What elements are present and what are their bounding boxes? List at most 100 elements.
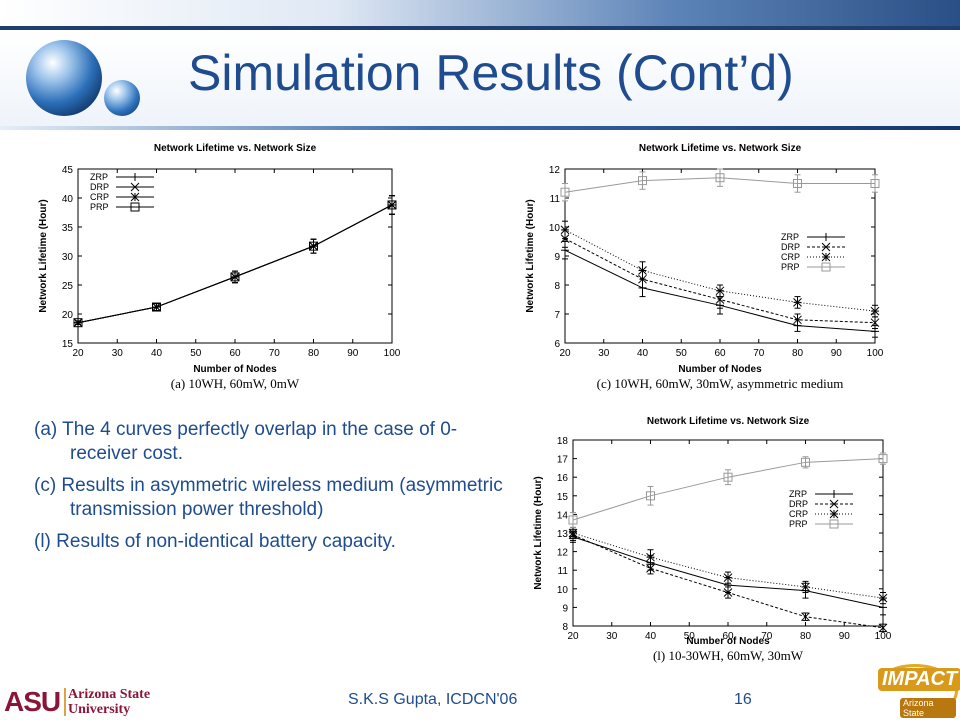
y-tick-label: 17 xyxy=(557,455,569,466)
legend-marker xyxy=(822,233,830,241)
x-tick-label: 30 xyxy=(598,348,610,359)
plot-frame xyxy=(564,168,876,344)
x-tick-label: 60 xyxy=(722,631,734,642)
legend-marker xyxy=(829,519,839,529)
x-tick-label: 20 xyxy=(72,348,84,359)
x-tick-label: 70 xyxy=(753,348,765,359)
point-crp xyxy=(801,582,810,592)
y-tick-label: 7 xyxy=(554,310,560,321)
impact-logo-sub: Arizona State xyxy=(900,698,956,718)
chart-c-panel: Network Lifetime vs. Network Size 20 30 40 5… xyxy=(519,133,895,399)
title-bar xyxy=(0,30,960,130)
plot-frame xyxy=(77,168,393,344)
legend-label: PRP xyxy=(781,262,800,272)
slide-title: Simulation Results (Cont’d) xyxy=(188,45,794,101)
x-tick-label: 30 xyxy=(112,348,124,359)
legend-label: ZRP xyxy=(90,172,108,182)
chart-caption: (l) 10-30WH, 60mW, 30mW xyxy=(653,648,804,663)
point-crp xyxy=(638,266,647,275)
legend-label: DRP xyxy=(90,182,109,192)
chart-svg: Network Lifetime vs. Network Size 20 30 40 5… xyxy=(525,143,884,391)
x-tick-label: 70 xyxy=(761,631,773,642)
y-tick-label: 8 xyxy=(554,281,560,292)
legend-label: PRP xyxy=(789,519,808,529)
point-prp xyxy=(568,515,578,525)
y-tick-label: 8 xyxy=(562,622,568,633)
y-tick-label: 13 xyxy=(557,529,569,540)
x-tick-label: 90 xyxy=(831,348,843,359)
point-zrp xyxy=(879,603,887,612)
point-prp xyxy=(801,457,810,467)
series-line-crp xyxy=(572,532,884,599)
legend-label: CRP xyxy=(90,192,109,202)
x-tick-label: 90 xyxy=(347,348,359,359)
chart-title: Network Lifetime vs. Network Size xyxy=(154,143,317,154)
point-crp xyxy=(646,552,655,562)
x-tick-label: 100 xyxy=(875,631,892,642)
x-tick-label: 50 xyxy=(684,631,696,642)
point-crp xyxy=(870,306,880,316)
chart-title: Network Lifetime vs. Network Size xyxy=(639,143,802,154)
point-prp xyxy=(230,272,240,282)
y-tick-label: 45 xyxy=(62,165,74,176)
impact-arc xyxy=(872,664,958,718)
y-tick-label: 25 xyxy=(62,281,74,292)
legend-label: CRP xyxy=(789,509,808,519)
asu-name-line2: University xyxy=(68,702,131,717)
point-prp xyxy=(723,472,733,482)
series-line-zrp xyxy=(77,204,393,324)
x-tick-label: 30 xyxy=(606,631,618,642)
series-line-prp xyxy=(572,458,884,521)
x-tick-label: 80 xyxy=(792,348,804,359)
point-crp xyxy=(560,225,570,235)
chart-a-panel: Network Lifetime vs. Network Size 20 30 40 5… xyxy=(32,133,408,399)
y-tick-label: 18 xyxy=(557,436,569,447)
y-tick-label: 11 xyxy=(550,194,561,205)
point-drp xyxy=(723,588,733,597)
chart-title: Network Lifetime vs. Network Size xyxy=(647,416,810,427)
point-crp xyxy=(568,528,578,538)
legend-label: PRP xyxy=(90,202,109,212)
y-tick-label: 15 xyxy=(557,492,569,503)
x-tick-label: 100 xyxy=(384,348,401,359)
x-tick-label: 60 xyxy=(229,348,241,359)
point-crp xyxy=(793,298,802,307)
y-tick-label: 16 xyxy=(557,473,569,484)
x-tick-label: 40 xyxy=(645,631,657,642)
note-l: (l) Results of non-identical battery cap… xyxy=(34,531,396,552)
x-tick-label: 80 xyxy=(800,631,812,642)
legend-marker xyxy=(830,490,838,498)
note-a: (a) The 4 curves perfectly overlap in th… xyxy=(34,419,458,464)
y-axis-label: Network Lifetime (Hour) xyxy=(533,476,544,589)
point-drp xyxy=(801,612,810,622)
legend-label: CRP xyxy=(781,252,800,262)
x-tick-label: 70 xyxy=(269,348,281,359)
legend-label: DRP xyxy=(789,499,808,509)
chart-svg: Network Lifetime vs. Network Size 20 30 40 5… xyxy=(533,416,892,663)
legend-marker xyxy=(130,182,140,192)
y-tick-label: 12 xyxy=(549,165,561,176)
impact-logo: IMPACT Arizona State xyxy=(872,664,960,718)
y-tick-label: 14 xyxy=(557,510,569,521)
chart-caption: (a) 10WH, 60mW, 0mW xyxy=(171,376,300,391)
legend-marker xyxy=(131,173,139,181)
y-tick-label: 40 xyxy=(62,194,74,205)
series-line-crp xyxy=(77,204,393,324)
point-drp xyxy=(870,318,880,328)
legend-marker xyxy=(829,499,839,509)
legend-label: DRP xyxy=(781,242,800,252)
x-tick-label: 40 xyxy=(151,348,163,359)
x-tick-label: 50 xyxy=(190,348,202,359)
legend-marker xyxy=(130,192,140,202)
point-prp xyxy=(715,173,725,183)
point-prp xyxy=(638,176,647,186)
point-prp xyxy=(646,491,655,501)
legend-marker xyxy=(821,252,831,262)
series-line-prp xyxy=(77,204,393,324)
y-tick-label: 9 xyxy=(562,603,568,614)
title-underline xyxy=(0,126,960,130)
legend-marker xyxy=(821,262,831,272)
point-prp xyxy=(560,187,570,197)
x-tick-label: 40 xyxy=(637,348,649,359)
point-prp xyxy=(309,241,318,251)
